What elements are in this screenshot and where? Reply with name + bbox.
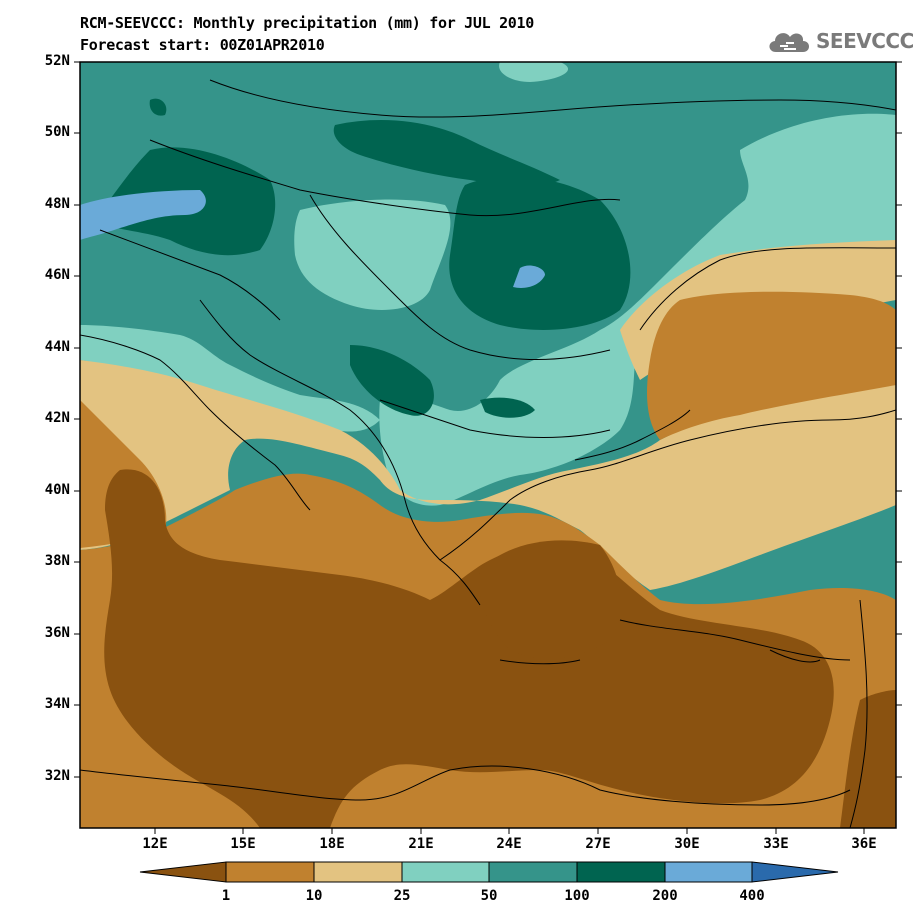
field-1-10-anatolia	[647, 291, 896, 440]
coastlines	[80, 79, 896, 828]
colorbar-segment-1-10	[225, 861, 315, 883]
lon-label-27e: 27E	[585, 836, 611, 852]
lon-label-15e: 15E	[230, 836, 256, 852]
colorbar	[139, 861, 839, 883]
colorbar-segment-50-100	[488, 861, 578, 883]
lat-label-32n: 32N	[44, 768, 70, 784]
field-400-plus-alps	[80, 190, 206, 240]
lat-label-50n: 50N	[44, 124, 70, 140]
field-below-1-sea	[104, 469, 834, 828]
colorbar-label-400: 400	[739, 888, 765, 904]
lat-label-46n: 46N	[44, 267, 70, 283]
colorbar-label-1: 1	[221, 888, 231, 904]
field-10-25	[80, 360, 896, 590]
field-200-400-balkan	[350, 345, 434, 416]
field-200-400-bulgaria	[480, 397, 535, 418]
colorbar-label-50: 50	[480, 888, 498, 904]
lat-label-42n: 42N	[44, 410, 70, 426]
lon-label-30e: 30E	[674, 836, 700, 852]
field-50-100-west	[80, 325, 380, 432]
field-400-plus-romania	[513, 265, 545, 288]
map-title: RCM-SEEVCCC: Monthly precipitation (mm) …	[80, 14, 535, 32]
logo-text: SEEVCCC	[816, 29, 913, 53]
colorbar-segment-10-25	[313, 861, 403, 883]
colorbar-label-10: 10	[305, 888, 323, 904]
field-below-1-east	[840, 690, 896, 828]
colorbar-segment-200-400	[664, 861, 753, 883]
lat-label-40n: 40N	[44, 482, 70, 498]
lat-label-44n: 44N	[44, 339, 70, 355]
field-200-400-dot	[149, 98, 167, 116]
field-50-100-pannonia	[294, 199, 451, 310]
field-200-400-romania	[449, 176, 631, 330]
field-200-400-carpathian	[333, 120, 560, 186]
lat-label-38n: 38N	[44, 553, 70, 569]
lon-label-24e: 24E	[496, 836, 522, 852]
lon-label-33e: 33E	[763, 836, 789, 852]
lon-label-12e: 12E	[142, 836, 168, 852]
colorbar-segment-25-50	[401, 861, 490, 883]
lon-label-18e: 18E	[319, 836, 345, 852]
colorbar-segment-above-400	[751, 861, 839, 883]
colorbar-label-200: 200	[652, 888, 678, 904]
seevccc-logo: SEEVCCC	[766, 26, 913, 56]
colorbar-segment-100-200	[576, 861, 666, 883]
colorbar-label-100: 100	[564, 888, 590, 904]
field-below-1-aegean	[479, 540, 621, 659]
colorbar-segment-below-1	[139, 861, 227, 883]
lat-label-36n: 36N	[44, 625, 70, 641]
field-50-100-north	[499, 62, 569, 82]
lon-label-36e: 36E	[851, 836, 877, 852]
forecast-start-label: Forecast start: 00Z01APR2010	[80, 36, 325, 54]
colorbar-label-25: 25	[393, 888, 411, 904]
cloud-icon	[769, 33, 809, 52]
lon-label-21e: 21E	[408, 836, 434, 852]
lat-label-48n: 48N	[44, 196, 70, 212]
lat-label-34n: 34N	[44, 696, 70, 712]
lat-label-52n: 52N	[44, 53, 70, 69]
